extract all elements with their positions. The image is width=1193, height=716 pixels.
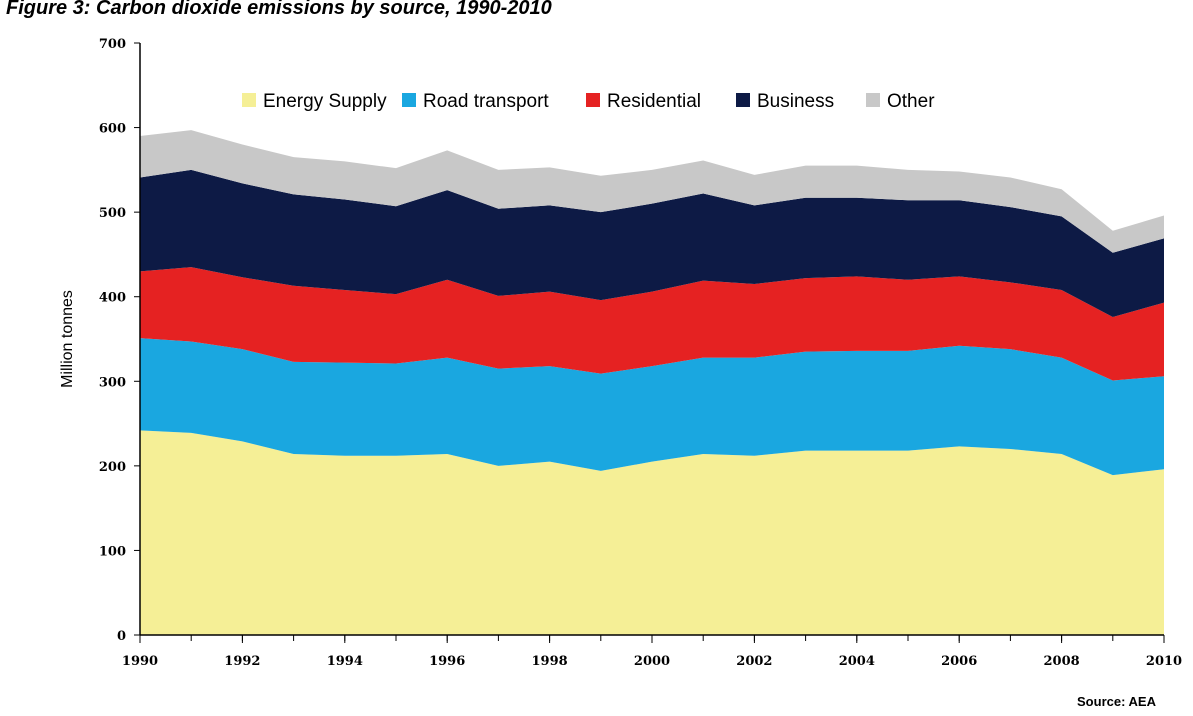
x-tick-label: 1996: [429, 654, 465, 669]
legend-swatch: [402, 93, 416, 107]
y-tick-label: 600: [99, 122, 126, 137]
x-tick-label: 2010: [1146, 654, 1182, 669]
y-tick-label: 200: [99, 460, 126, 475]
y-tick-label: 300: [99, 375, 126, 390]
y-tick-label: 500: [99, 206, 126, 221]
y-tick-label: 400: [99, 291, 126, 306]
x-tick-label: 2002: [736, 654, 772, 669]
y-axis-label: Million tonnes: [59, 290, 76, 388]
legend-swatch: [866, 93, 880, 107]
area: [140, 338, 1164, 476]
area: [140, 169, 1164, 318]
area: [140, 430, 1164, 635]
x-tick-label: 1998: [532, 654, 568, 669]
x-tick-label: 1992: [224, 654, 260, 669]
source-note: Source: AEA: [1077, 694, 1157, 709]
x-tick-label: 2000: [634, 654, 670, 669]
y-tick-label: 700: [99, 37, 126, 52]
y-tick-label: 100: [99, 544, 126, 559]
legend-swatch: [586, 93, 600, 107]
legend-label: Business: [757, 91, 834, 112]
legend-label: Residential: [607, 91, 701, 112]
area: [140, 267, 1164, 381]
legend-label: Other: [887, 91, 935, 112]
legend-swatch: [736, 93, 750, 107]
area: [140, 130, 1164, 253]
legend-label: Road transport: [423, 91, 549, 112]
legend-label: Energy Supply: [263, 91, 387, 112]
legend-swatch: [242, 93, 256, 107]
y-tick-label: 0: [117, 629, 126, 644]
x-tick-label: 2004: [839, 654, 875, 669]
x-tick-label: 1990: [122, 654, 158, 669]
x-tick-label: 1994: [327, 654, 363, 669]
chart-title: Figure 3: Carbon dioxide emissions by so…: [6, 0, 552, 19]
x-tick-label: 2008: [1044, 654, 1080, 669]
x-tick-label: 2006: [941, 654, 977, 669]
